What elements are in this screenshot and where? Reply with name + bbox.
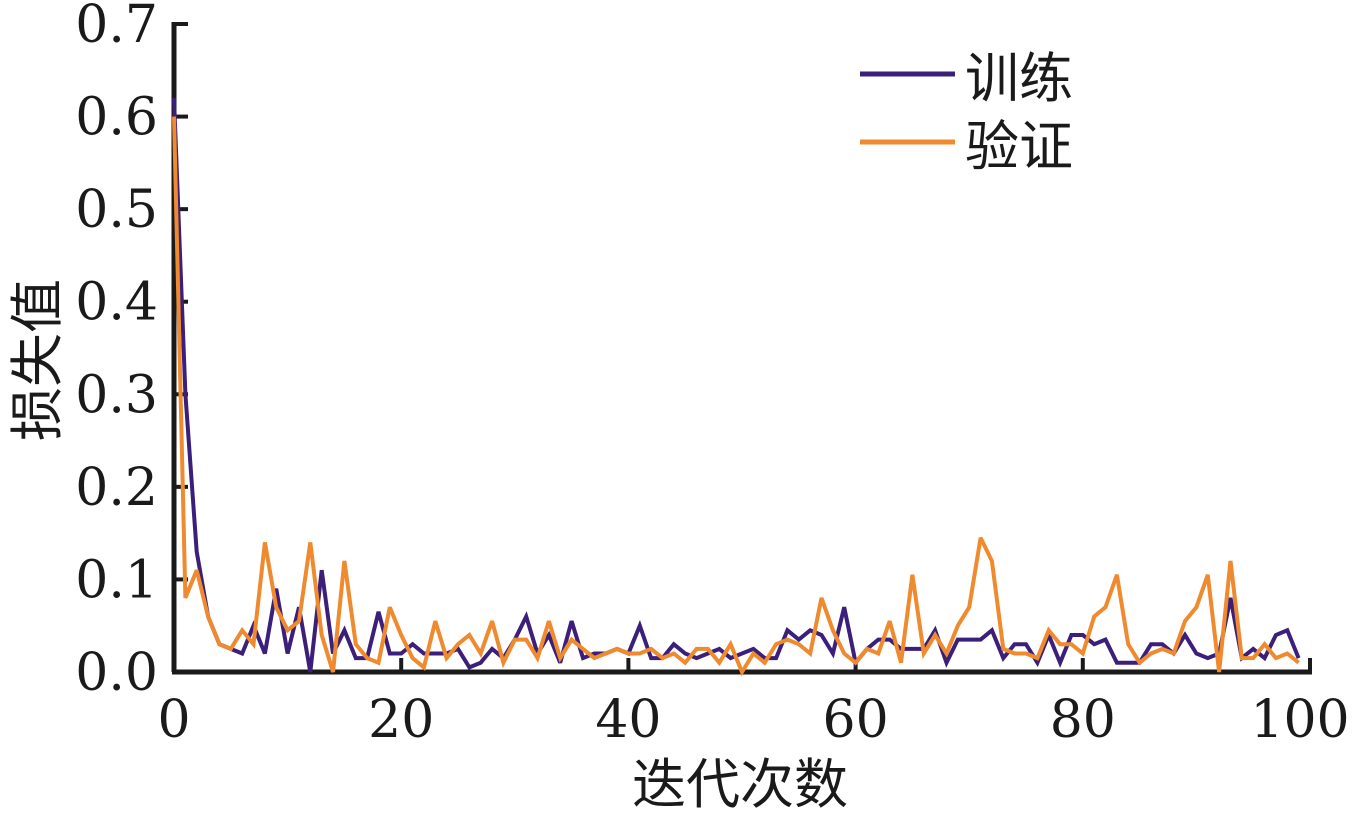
legend-label-train: 训练: [965, 47, 1073, 110]
x-tick-label: 20: [368, 690, 434, 750]
y-tick-label: 0.6: [75, 88, 158, 148]
x-tick-label: 80: [1050, 690, 1116, 750]
y-ticks: 0.0 0.1 0.2 0.3 0.4 0.5 0.6 0.7: [75, 0, 188, 703]
x-tick-label: 60: [823, 690, 889, 750]
series-line-val: [172, 116, 1300, 677]
y-tick-label: 0.5: [75, 180, 158, 240]
x-tick-label: 0: [157, 690, 190, 750]
y-tick-label: 0.3: [75, 365, 158, 425]
y-tick-label: 0.2: [75, 458, 158, 518]
x-tick-label: 40: [595, 690, 661, 750]
x-tick-label: 100: [1250, 690, 1349, 750]
series-layer: [172, 98, 1301, 677]
y-tick-label: 0.1: [75, 550, 158, 610]
legend-label-val: 验证: [965, 115, 1073, 178]
legend: 训练 验证: [860, 47, 1073, 178]
y-axis-title: 损失值: [6, 279, 69, 441]
y-tick-label: 0.0: [75, 643, 158, 703]
x-axis-title: 迭代次数: [632, 753, 848, 813]
y-tick-label: 0.7: [75, 0, 158, 55]
y-tick-label: 0.4: [75, 273, 158, 333]
